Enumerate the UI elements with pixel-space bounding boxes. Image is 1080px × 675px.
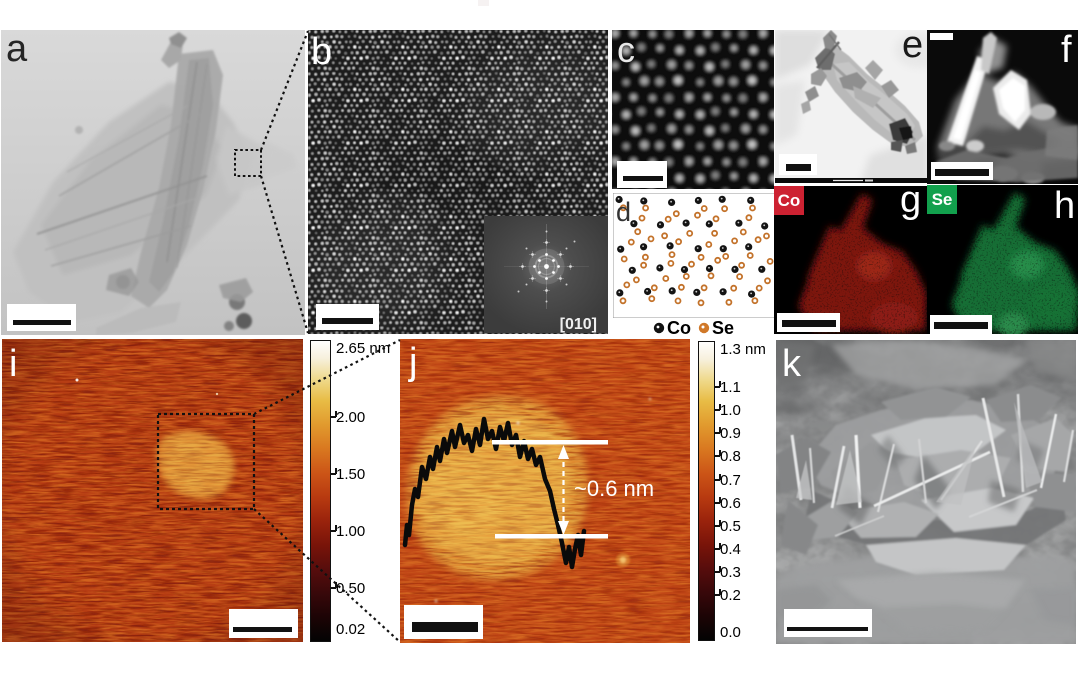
svg-text:Se: Se (712, 318, 734, 338)
svg-text:~0.6 nm: ~0.6 nm (574, 476, 654, 501)
svg-text:Co: Co (667, 318, 691, 338)
svg-text:[010]: [010] (560, 316, 597, 333)
